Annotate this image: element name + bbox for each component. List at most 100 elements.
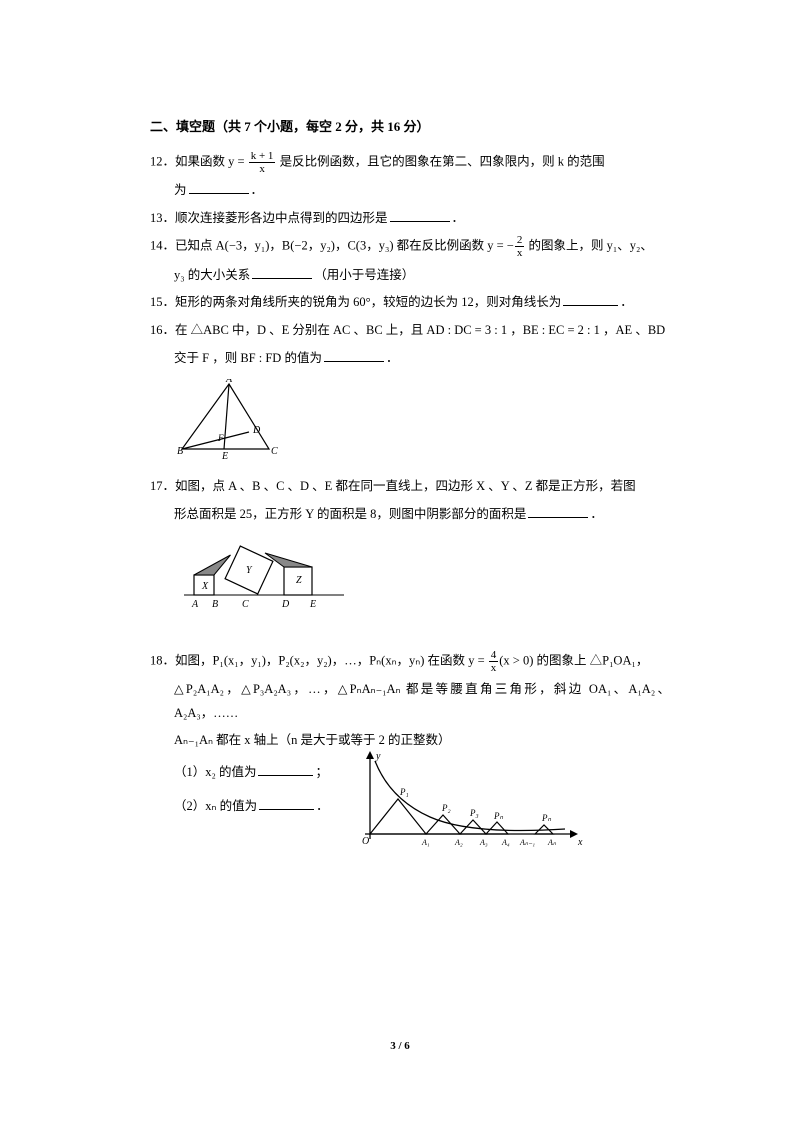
q14-line2-post: （用小于号连接） [314,268,414,282]
q12-eql: y = [228,154,248,168]
q18-frac-num: 4 [489,649,499,662]
svg-text:E: E [309,599,316,610]
problem-13: 13．顺次连接菱形各边中点得到的四边形是 ． [150,207,670,231]
svg-text:D: D [281,599,290,610]
svg-text:Pₙ: Pₙ [493,811,503,821]
q13-text: 顺次连接菱形各边中点得到的四边形是 [175,211,388,225]
svg-text:A: A [191,599,199,610]
q18-sub1-pre: （1）x₂ 的值为 [174,765,256,779]
problem-18-line2: △P₂A₁A₂，△P₃A₂A₃，…，△PₙAₙ₋₁Aₙ 都是等腰直角三角形，斜边… [150,678,670,726]
q18-num: 18． [150,653,175,667]
q16-line2-post: ． [386,351,399,365]
svg-text:X: X [201,581,209,592]
svg-text:D: D [252,425,261,436]
section-title: 二、填空题（共 7 个小题，每空 2 分，共 16 分） [150,115,670,140]
svg-text:Aₙ: Aₙ [547,838,557,847]
q18-eql: y = [468,653,488,667]
problem-16-line2: 交于 F ，则 BF : FD 的值为 ． [150,347,670,371]
q18-line1-post: (x > 0) 的图象上 △P₁OA₁， [499,653,648,667]
svg-text:y: y [375,751,381,762]
problem-16: 16．在 △ABC 中，D 、E 分别在 AC 、BC 上，且 AD : DC … [150,319,670,343]
q14-post: 的图象上，则 y₁、y₂、 [525,239,652,253]
q12-line2-post: ． [251,183,264,197]
svg-text:A₂: A₂ [454,838,463,847]
problem-12: 12．如果函数 y = k + 1x 是反比例函数，且它的图象在第二、四象限内，… [150,150,670,175]
svg-text:Z: Z [296,575,302,586]
q12-line2-pre: 为 [174,183,187,197]
q14-num: 14． [150,239,175,253]
q13-blank [390,208,450,222]
squares-figure-icon: X Y Z A B C D E [174,535,354,620]
problem-17: 17．如图，点 A 、B 、C 、D 、E 都在同一直线上，四边形 X 、Y 、… [150,475,670,499]
q12-frac-den: x [249,163,276,175]
q18-line1-pre: 如图，P₁(x₁，y₁)，P₂(x₂，y₂)，…，Pₙ(xₙ，yₙ) 在函数 [175,653,468,667]
page-number: 3 / 6 [0,1040,800,1052]
svg-text:Pₙ: Pₙ [541,813,551,823]
q14-frac-num: 2 [515,234,525,247]
q16-line2-pre: 交于 F ，则 BF : FD 的值为 [174,351,322,365]
svg-text:A: A [225,379,233,385]
problem-14-line2: y₃ 的大小关系 （用小于号连接） [150,264,670,288]
q15-blank [563,293,618,307]
q17-num: 17． [150,479,175,493]
q12-frac-num: k + 1 [249,150,276,163]
q14-pre: 已知点 A(−3，y₁)，B(−2，y₂)，C(3，y₃) 都在反比例函数 [175,239,487,253]
q14-line2-pre: y₃ 的大小关系 [174,268,250,282]
svg-text:Y: Y [246,565,253,576]
figure-17: X Y Z A B C D E [174,535,670,629]
svg-text:C: C [242,599,249,610]
problem-15: 15．矩形的两条对角线所夹的锐角为 60°，较短的边长为 12，则对角线长为 ． [150,291,670,315]
svg-text:A₁: A₁ [421,838,430,847]
q15-post: ． [620,295,633,309]
q14-frac: 2x [515,234,525,259]
q18-sub2-pre: （2）xₙ 的值为 [174,799,257,813]
svg-text:A₃: A₃ [479,838,488,847]
problem-18: 18．如图，P₁(x₁，y₁)，P₂(x₂，y₂)，…，Pₙ(xₙ，yₙ) 在函… [150,649,670,674]
svg-text:O: O [362,836,369,847]
q17-line1: 如图，点 A 、B 、C 、D 、E 都在同一直线上，四边形 X 、Y 、Z 都… [175,479,636,493]
triangle-figure-icon: A B C D E F [174,379,294,459]
q18-frac: 4x [489,649,499,674]
svg-text:F: F [217,433,224,443]
q12-blank [189,180,249,194]
problem-17-line2: 形总面积是 25，正方形 Y 的面积是 8，则图中阴影部分的面积是 ． [150,503,670,527]
q13-num: 13． [150,211,175,225]
svg-text:E: E [221,451,228,459]
q18-sub2-post: ． [316,799,329,813]
q18-blank1 [258,763,313,777]
svg-text:P₂: P₂ [441,803,451,813]
q14-eql: y = − [487,239,514,253]
q14-blank [252,265,312,279]
svg-text:x: x [577,837,583,848]
q12-frac: k + 1x [249,150,276,175]
q18-line3: Aₙ₋₁Aₙ 都在 x 轴上（n 是大于或等于 2 的正整数） [174,733,450,747]
figure-16: A B C D E F [174,379,670,468]
q18-blank2 [259,796,314,810]
svg-text:P₃: P₃ [469,808,479,818]
svg-text:B: B [212,599,218,610]
q13-post: ． [452,211,465,225]
q12-post: 是反比例函数，且它的图象在第二、四象限内，则 k 的范围 [276,154,604,168]
q12-num: 12． [150,154,175,168]
q18-line2: △P₂A₁A₂，△P₃A₂A₃，…，△PₙAₙ₋₁Aₙ 都是等腰直角三角形，斜边… [174,682,670,720]
q18-frac-den: x [489,662,499,674]
q17-blank [528,505,588,519]
q16-line1: 在 △ABC 中，D 、E 分别在 AC 、BC 上，且 AD : DC = 3… [175,323,665,337]
svg-text:P₁: P₁ [399,787,409,797]
q15-text: 矩形的两条对角线所夹的锐角为 60°，较短的边长为 12，则对角线长为 [175,295,561,309]
q17-line2-pre: 形总面积是 25，正方形 Y 的面积是 8，则图中阴影部分的面积是 [174,507,526,521]
problem-12-line2: 为． [150,179,670,203]
svg-text:Aₙ₋₁: Aₙ₋₁ [519,838,535,847]
q14-frac-den: x [515,247,525,259]
svg-text:B: B [177,446,183,457]
hyperbola-figure-icon: y x O P₁ P₂ P₃ Pₙ Pₙ A₁ A₂ A₃ A₄ Aₙ₋₁ Aₙ [350,749,590,859]
svg-text:A₄: A₄ [501,838,510,847]
q16-num: 16． [150,323,175,337]
q16-blank [324,348,384,362]
q18-sub1-post: ； [315,765,328,779]
problem-14: 14．已知点 A(−3，y₁)，B(−2，y₂)，C(3，y₃) 都在反比例函数… [150,234,670,259]
q12-pre: 如果函数 [175,154,228,168]
q17-line2-post: ． [590,507,603,521]
q15-num: 15． [150,295,175,309]
svg-text:C: C [271,446,278,457]
